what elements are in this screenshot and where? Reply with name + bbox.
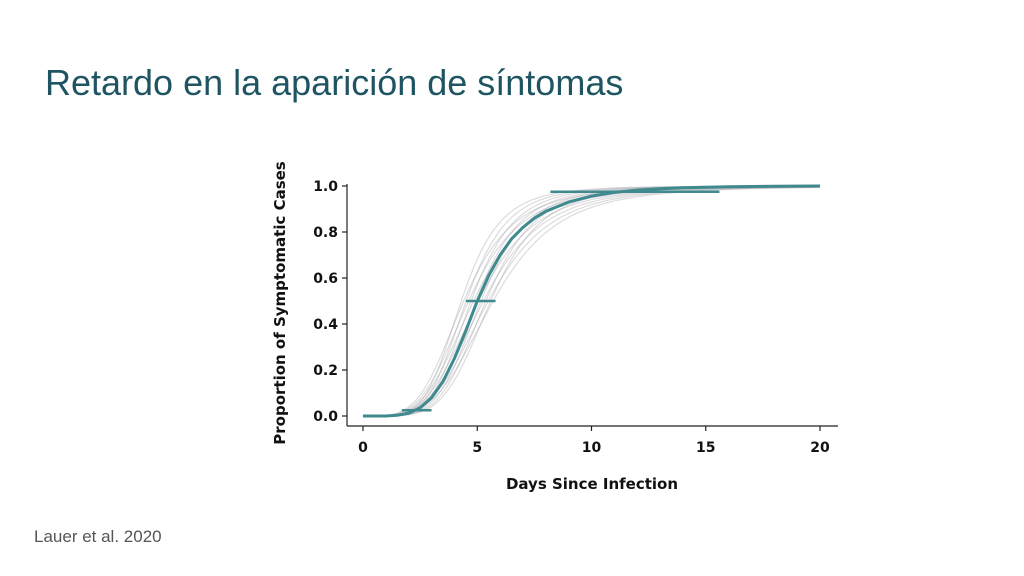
- citation: Lauer et al. 2020: [34, 527, 162, 546]
- x-tick-label: 0: [358, 440, 368, 456]
- y-tick-label: 0.8: [313, 225, 338, 241]
- slide-title: Retardo en la aparición de síntomas: [45, 62, 624, 103]
- y-tick-labels: 0.0 0.2 0.4 0.6 0.8 1.0: [313, 179, 338, 425]
- y-tick-label: 0.0: [313, 409, 338, 425]
- y-tick-label: 0.4: [313, 317, 338, 333]
- axes: [342, 184, 838, 431]
- x-axis-label: Days Since Infection: [506, 475, 678, 493]
- y-tick-label: 0.2: [313, 363, 338, 379]
- cumulative-symptom-onset-chart: 0 5 10 15 20 0.0 0.2 0.4 0.6 0.8 1.0 Days Since I…: [271, 161, 838, 493]
- bootstrap-curve: [374, 186, 821, 417]
- x-tick-label: 15: [696, 440, 715, 456]
- x-tick-label: 10: [582, 440, 602, 456]
- y-axis-label: Proportion of Symptomatic Cases: [271, 161, 289, 445]
- bootstrap-curve: [374, 186, 821, 417]
- y-tick-label: 0.6: [313, 271, 338, 287]
- x-tick-label: 5: [472, 440, 482, 456]
- x-tick-labels: 0 5 10 15 20: [358, 440, 830, 456]
- fitted-cdf-curve: [363, 184, 821, 418]
- x-tick-label: 20: [810, 440, 830, 456]
- main-curve-group: [363, 184, 821, 418]
- percentile-intervals: [401, 190, 720, 412]
- y-tick-label: 1.0: [313, 179, 338, 195]
